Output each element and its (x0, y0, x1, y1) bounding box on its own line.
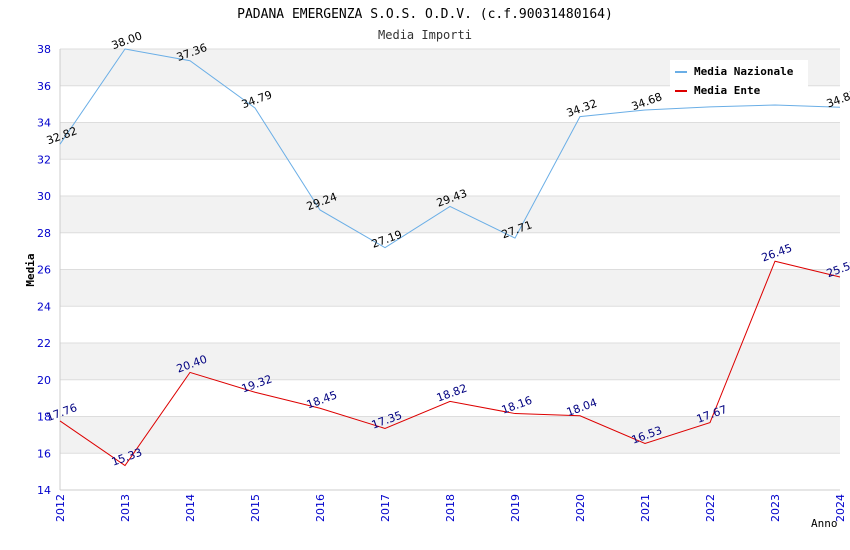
y-tick-label: 30 (37, 190, 51, 203)
x-tick-label: 2013 (119, 494, 132, 522)
x-tick-label: 2015 (249, 494, 262, 522)
grid-band (60, 379, 840, 417)
x-tick-label: 2018 (444, 494, 457, 522)
x-tick-label: 2024 (834, 494, 847, 522)
x-tick-label: 2021 (639, 494, 652, 522)
grid-band (60, 416, 840, 454)
grid-band (60, 453, 840, 490)
y-tick-label: 14 (37, 484, 51, 497)
x-tick-label: 2017 (379, 494, 392, 522)
x-tick-label: 2012 (54, 494, 67, 522)
legend-label-media-nazionale: Media Nazionale (694, 65, 794, 78)
y-tick-label: 26 (37, 264, 51, 277)
series-line-media-ente (59, 260, 841, 467)
chart-subtitle: Media Importi (378, 28, 472, 42)
y-tick-label: 24 (37, 300, 51, 313)
y-tick-label: 28 (37, 227, 51, 240)
grid-band (60, 122, 840, 160)
x-tick-label: 2016 (314, 494, 327, 522)
y-tick-label: 16 (37, 447, 51, 460)
y-tick-label: 18 (37, 411, 51, 424)
y-tick-label: 22 (37, 337, 51, 350)
legend-label-media-ente: Media Ente (694, 84, 761, 97)
grid-band (60, 269, 840, 307)
y-tick-label: 32 (37, 153, 51, 166)
grid-band (60, 159, 840, 196)
x-tick-labels: 2012 2013 2014 2015 2016 2017 2018 2019 2020 2021… (54, 494, 847, 522)
y-tick-label: 34 (37, 117, 51, 130)
legend-box (670, 60, 808, 100)
chart-title: PADANA EMERGENZA S.O.S. O.D.V. (c.f.9003… (237, 7, 613, 22)
x-tick-label: 2023 (769, 494, 782, 522)
y-tick-label: 20 (37, 374, 51, 387)
series-line-media-nazionale (59, 48, 841, 249)
grid-band (60, 196, 840, 233)
grid-band (60, 306, 840, 343)
x-tick-label: 2020 (574, 494, 587, 522)
x-axis-label: Anno (811, 517, 838, 530)
y-tick-labels: 14 16 18 20 22 24 26 28 30 32 34 36 38 (37, 43, 51, 497)
x-tick-label: 2014 (184, 494, 197, 522)
grid-band (60, 232, 840, 270)
x-tick-label: 2022 (704, 494, 717, 522)
y-axis-label: Media (24, 253, 37, 286)
legend: Media Nazionale Media Ente (670, 60, 808, 100)
x-tick-label: 2019 (509, 494, 522, 522)
y-tick-label: 36 (37, 80, 51, 93)
grid-band (60, 343, 840, 380)
y-tick-label: 38 (37, 43, 51, 56)
